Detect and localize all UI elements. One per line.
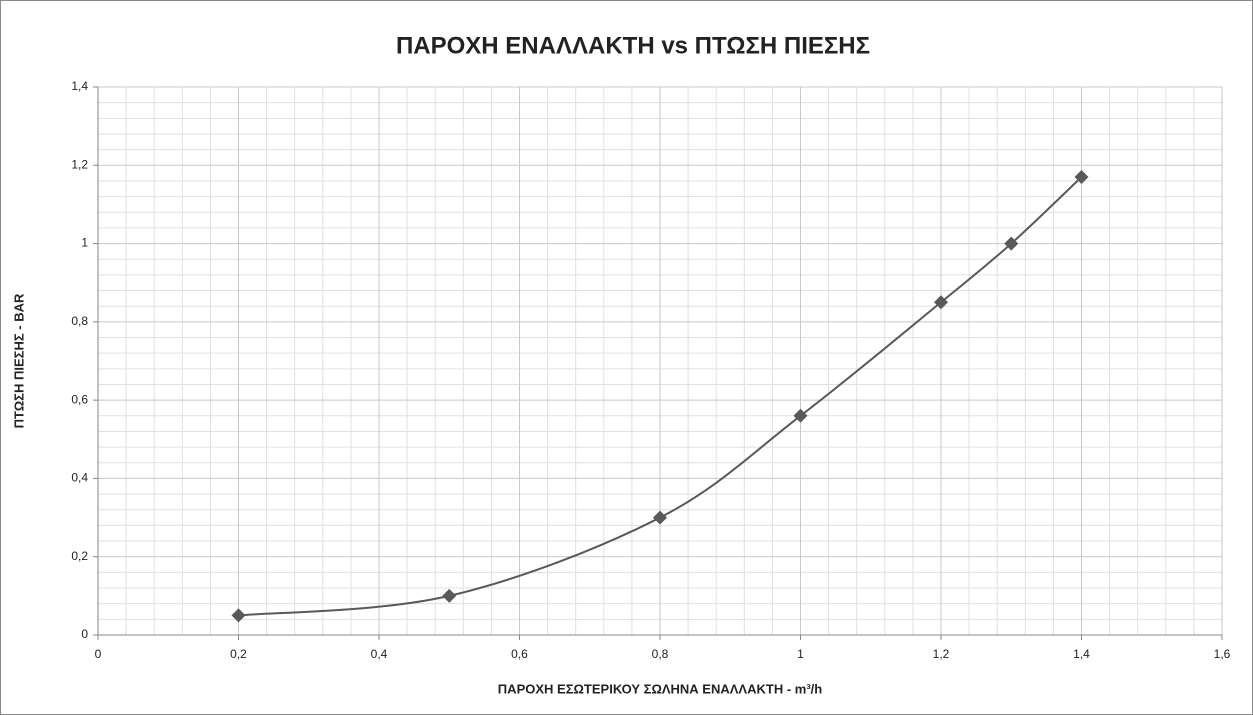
y-tick-label: 1 bbox=[81, 236, 88, 250]
x-axis-title: ΠΑΡΟΧΗ ΕΣΩΤΕΡΙΚΟΥ ΣΩΛΗΝΑ ΕΝΑΛΛΑΚΤΗ - m³/… bbox=[498, 681, 822, 696]
point-marker bbox=[1004, 236, 1019, 251]
point-marker bbox=[1074, 170, 1089, 185]
y-tick-label: 0,6 bbox=[71, 392, 88, 406]
x-tick-label: 1,6 bbox=[1214, 647, 1231, 661]
x-tick-label: 1,2 bbox=[933, 647, 950, 661]
x-tick-label: 0,2 bbox=[230, 647, 247, 661]
y-tick-label: 0,2 bbox=[71, 549, 88, 563]
point-marker bbox=[793, 408, 808, 423]
y-tick-label: 0,4 bbox=[71, 471, 88, 485]
y-tick-label: 0 bbox=[81, 627, 88, 641]
x-tick-label: 0,8 bbox=[652, 647, 669, 661]
point-marker bbox=[653, 510, 667, 525]
point-marker bbox=[442, 588, 457, 603]
x-tick-label: 1,4 bbox=[1073, 647, 1090, 661]
x-tick-label: 0 bbox=[95, 647, 102, 661]
y-tick-label: 0,8 bbox=[71, 314, 88, 328]
x-tick-label: 0,4 bbox=[371, 647, 388, 661]
point-marker bbox=[231, 608, 246, 623]
y-tick-label: 1,2 bbox=[71, 157, 88, 171]
series-line bbox=[238, 176, 1083, 617]
x-tick-label: 1 bbox=[797, 647, 804, 661]
y-axis-title: ΠΤΩΣΗ ΠΙΕΣΗΣ - BAR bbox=[11, 293, 26, 428]
point-marker bbox=[934, 295, 948, 310]
x-tick-label: 0,6 bbox=[511, 647, 528, 661]
y-tick-label: 1,4 bbox=[71, 79, 88, 93]
chart-title: ΠΑΡΟΧΗ ΕΝΑΛΛΑΚΤΗ vs ΠΤΩΣΗ ΠΙΕΣΗΣ bbox=[396, 32, 870, 59]
